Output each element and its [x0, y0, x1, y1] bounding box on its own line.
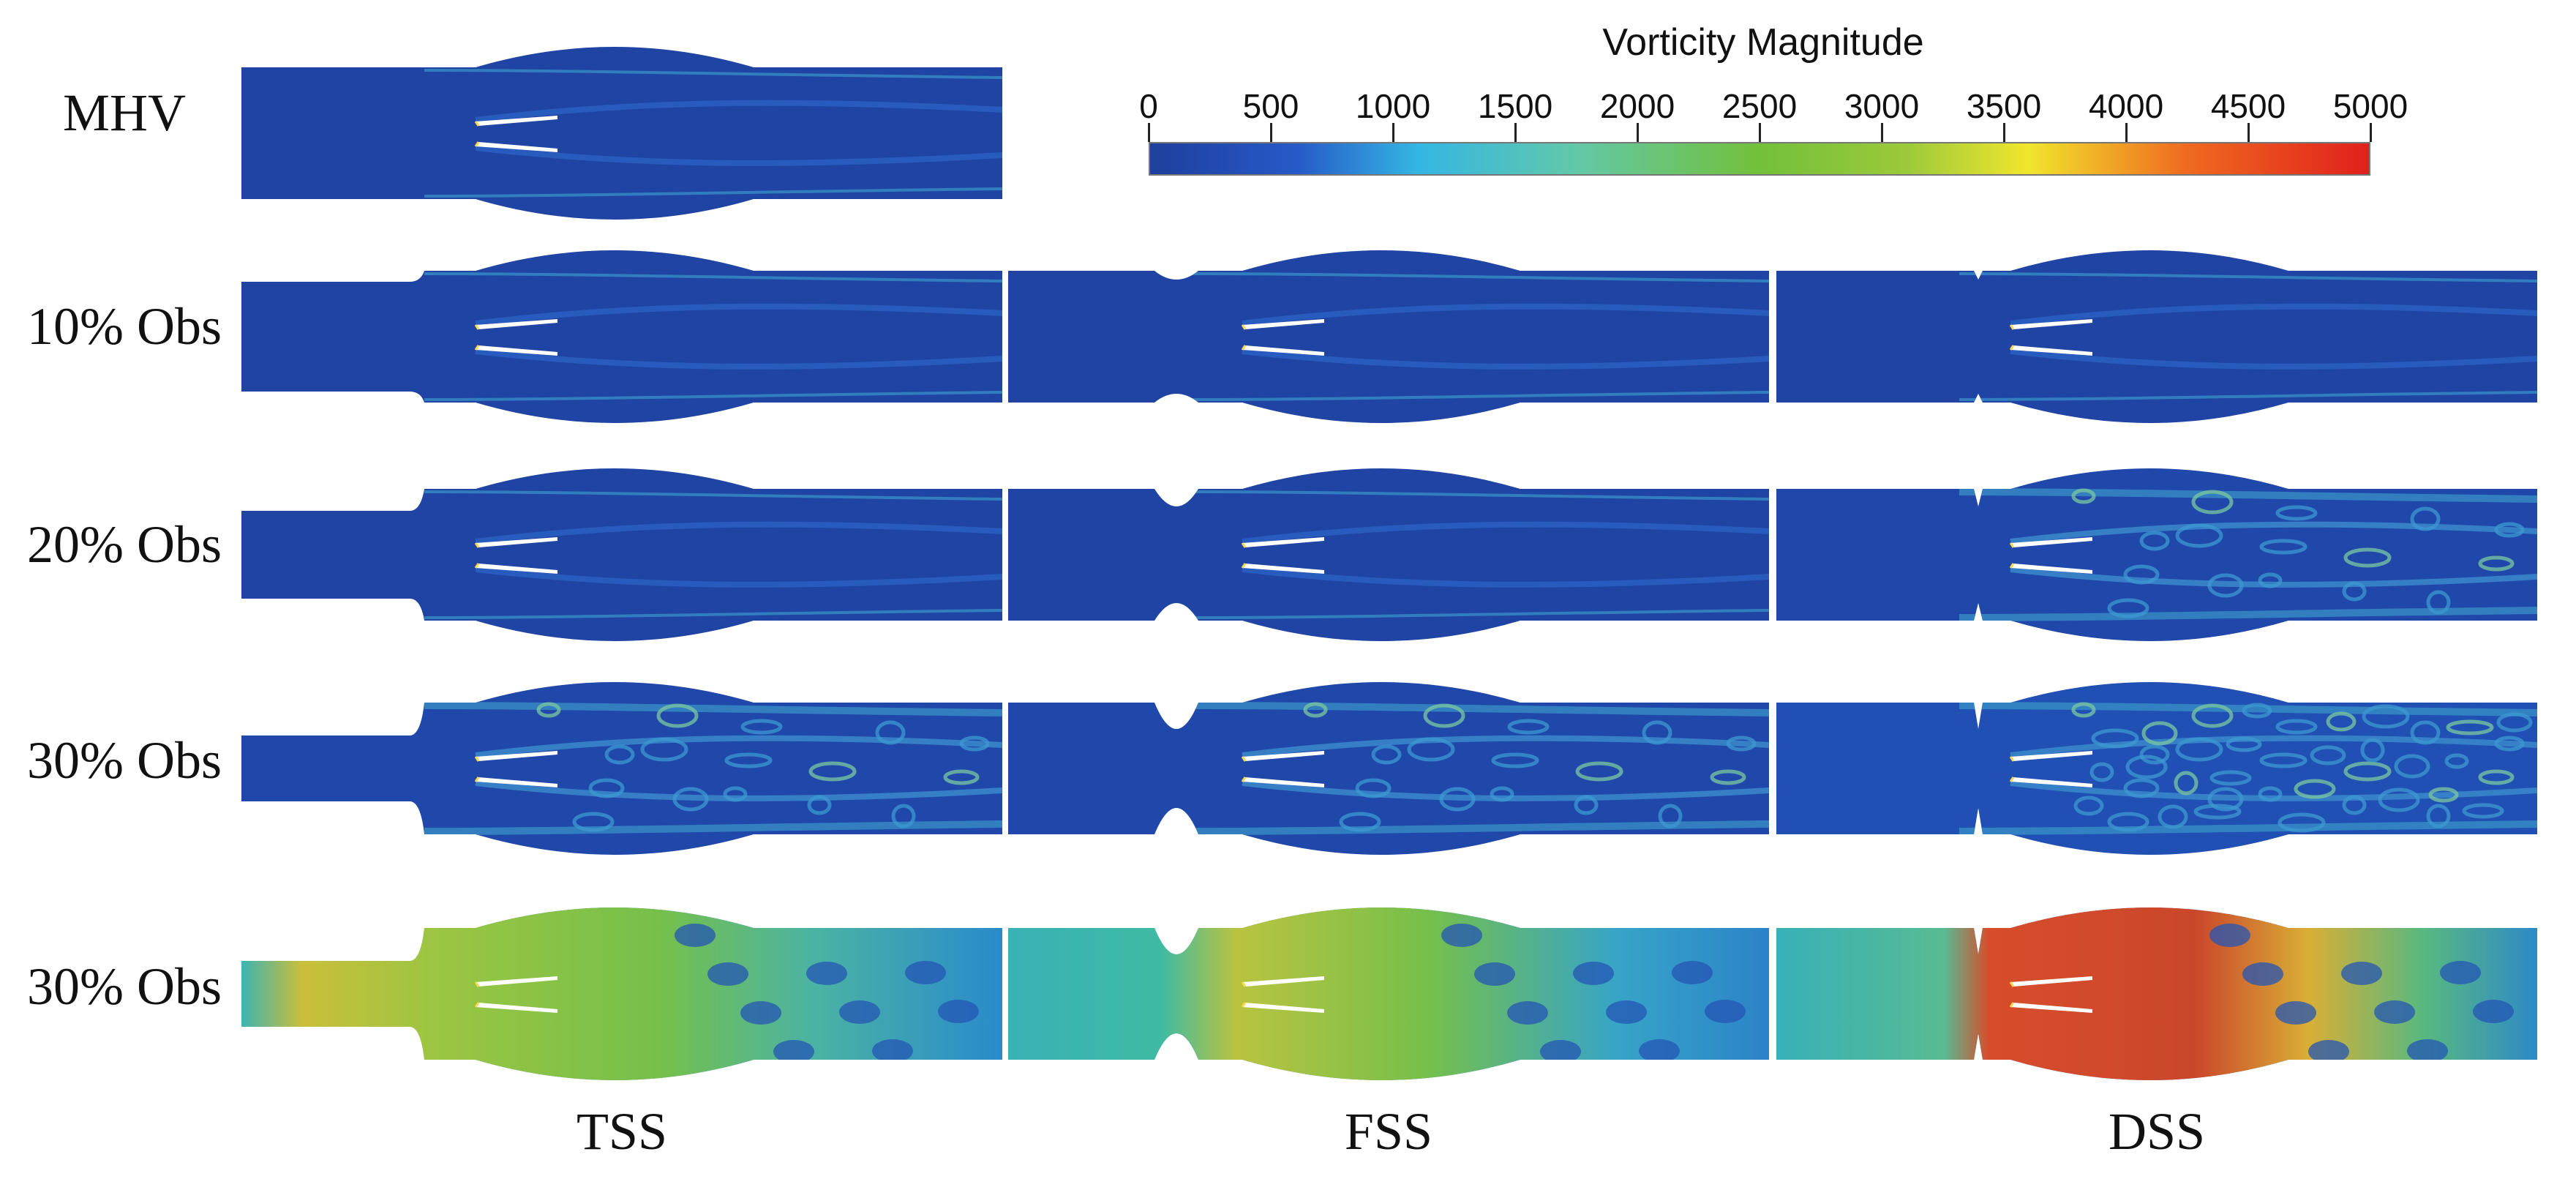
vorticity-panel-tss-o30h: [241, 907, 1002, 1080]
vorticity-panel-dss-o30: [1776, 682, 2537, 855]
row-label: 30% Obs: [27, 731, 222, 790]
vorticity-panel-dss-o30h: [1776, 907, 2537, 1080]
colorbar-tick-label: 5000: [2332, 87, 2408, 125]
column-label: TSS: [576, 1102, 668, 1161]
colorbar-tick-label: 500: [1242, 87, 1299, 125]
colorbar-tick-mark: [1514, 123, 1517, 142]
column-label: FSS: [1344, 1102, 1433, 1161]
vorticity-panel-tss-o20: [241, 468, 1002, 641]
colorbar-tick-mark: [1637, 123, 1639, 142]
row-label: 30% Obs: [27, 957, 222, 1016]
colorbar-tick-mark: [1392, 123, 1394, 142]
colorbar-tick-mark: [2125, 123, 2128, 142]
row-label: MHV: [62, 83, 186, 142]
colorbar-tick-mark: [1881, 123, 1883, 142]
row-label: 10% Obs: [27, 297, 222, 356]
colorbar-tick-label: 2000: [1599, 87, 1675, 125]
colorbar-tick-mark: [2248, 123, 2250, 142]
colorbar-tick-mark: [2370, 123, 2372, 142]
colorbar-tick-label: 2500: [1721, 87, 1798, 125]
column-label: DSS: [2108, 1102, 2206, 1161]
colorbar: [1149, 142, 2370, 176]
vorticity-panel-fss-o30: [1008, 682, 1769, 855]
row-label: 20% Obs: [27, 515, 222, 574]
vorticity-panel-fss-o30h: [1008, 907, 1769, 1080]
vorticity-panel-tss-mhv: [241, 47, 1002, 220]
vorticity-panel-dss-o20: [1776, 468, 2537, 641]
vorticity-panel-tss-o30: [241, 682, 1002, 855]
colorbar-tick-label: 1000: [1355, 87, 1431, 125]
colorbar-tick-label: 4000: [2088, 87, 2164, 125]
vorticity-panel-fss-o10: [1008, 250, 1769, 423]
colorbar-title: Vorticity Magnitude: [1602, 21, 1924, 64]
colorbar-tick-mark: [1270, 123, 1272, 142]
vorticity-panel-dss-o10: [1776, 250, 2537, 423]
vorticity-panel-fss-o20: [1008, 468, 1769, 641]
colorbar-tick-mark: [2003, 123, 2005, 142]
colorbar-tick-label: 0: [1139, 87, 1158, 125]
colorbar-tick-label: 4500: [2210, 87, 2286, 125]
colorbar-tick-label: 3500: [1966, 87, 2042, 125]
colorbar-tick-mark: [1759, 123, 1761, 142]
colorbar-tick-label: 1500: [1477, 87, 1553, 125]
vorticity-panel-tss-o10: [241, 250, 1002, 423]
colorbar-tick-label: 3000: [1844, 87, 1920, 125]
colorbar-tick-mark: [1148, 123, 1150, 142]
